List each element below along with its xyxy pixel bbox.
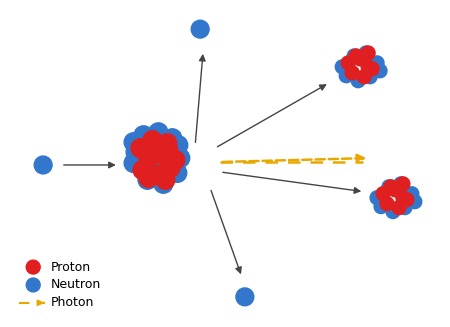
Text: Photon: Photon [51, 296, 94, 309]
Circle shape [139, 168, 158, 187]
Circle shape [335, 60, 349, 74]
Circle shape [156, 170, 175, 189]
Circle shape [398, 201, 412, 215]
Circle shape [384, 180, 398, 194]
Circle shape [363, 70, 377, 84]
Circle shape [139, 149, 158, 167]
Circle shape [133, 161, 152, 180]
Circle shape [139, 143, 158, 162]
Circle shape [408, 195, 422, 209]
Circle shape [361, 60, 375, 74]
Circle shape [126, 143, 145, 162]
Circle shape [374, 200, 388, 214]
Circle shape [26, 278, 40, 292]
Circle shape [396, 191, 410, 205]
Circle shape [141, 156, 160, 174]
Circle shape [405, 187, 419, 201]
Circle shape [351, 74, 365, 88]
Circle shape [168, 164, 187, 182]
Circle shape [349, 49, 363, 63]
Circle shape [166, 151, 185, 169]
Text: Neutron: Neutron [51, 279, 101, 291]
Circle shape [124, 154, 143, 172]
Circle shape [380, 197, 394, 211]
Circle shape [26, 260, 40, 274]
Circle shape [376, 187, 390, 201]
Circle shape [400, 193, 414, 207]
Circle shape [394, 177, 408, 191]
Circle shape [143, 131, 162, 150]
Circle shape [361, 46, 375, 60]
Circle shape [353, 52, 367, 66]
Circle shape [386, 205, 400, 218]
Circle shape [236, 288, 254, 306]
Circle shape [382, 180, 396, 194]
Circle shape [159, 141, 178, 160]
Circle shape [392, 201, 406, 215]
Circle shape [396, 177, 410, 191]
Circle shape [153, 146, 172, 164]
Circle shape [149, 123, 168, 142]
Circle shape [138, 170, 157, 189]
Circle shape [347, 49, 361, 63]
Circle shape [146, 136, 165, 155]
Circle shape [341, 56, 355, 70]
Circle shape [370, 191, 384, 205]
Circle shape [370, 56, 384, 70]
Circle shape [154, 146, 173, 165]
Circle shape [171, 149, 190, 167]
Circle shape [161, 159, 180, 177]
Circle shape [149, 165, 168, 184]
Circle shape [359, 46, 373, 60]
Circle shape [154, 174, 173, 193]
Circle shape [156, 159, 175, 177]
Circle shape [131, 139, 150, 158]
Text: Proton: Proton [51, 261, 91, 274]
Circle shape [357, 70, 371, 84]
Circle shape [339, 69, 353, 83]
Circle shape [373, 64, 387, 78]
Circle shape [34, 156, 52, 174]
Circle shape [158, 134, 177, 153]
Circle shape [388, 183, 402, 197]
Circle shape [124, 133, 143, 152]
Circle shape [191, 20, 209, 38]
Circle shape [365, 62, 379, 76]
Circle shape [169, 136, 188, 155]
Circle shape [163, 129, 182, 147]
Circle shape [134, 126, 153, 145]
Circle shape [345, 66, 359, 80]
